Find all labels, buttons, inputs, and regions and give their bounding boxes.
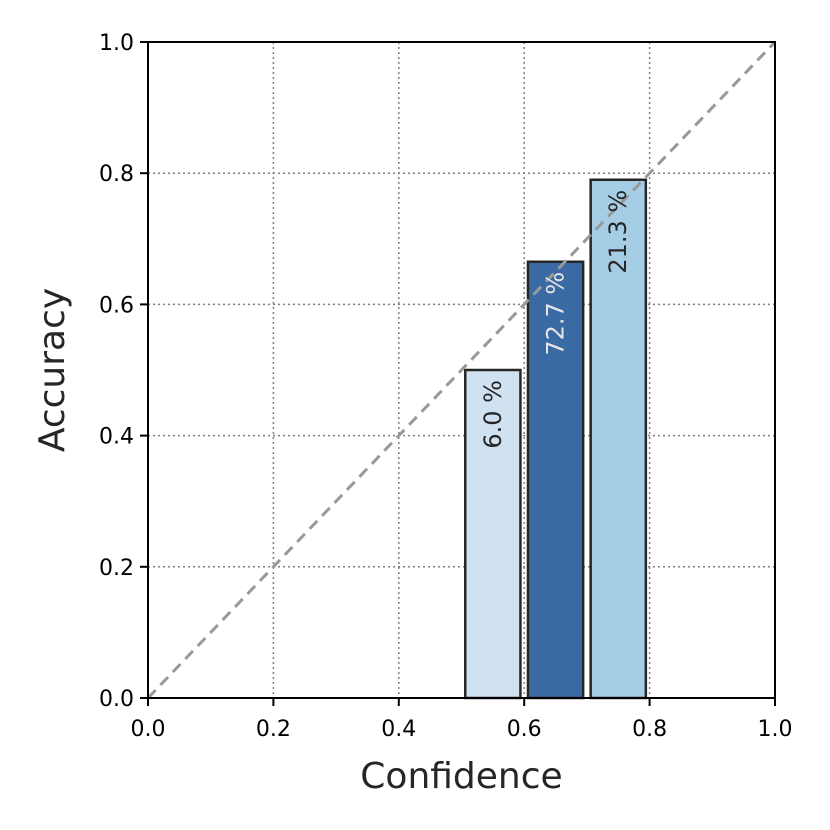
bar [589,178,648,700]
x-axis-ticks: 0.0 0.2 0.4 0.6 0.8 1.0 [131,698,793,742]
x-tick-label: 0.6 [507,717,542,742]
x-tick-label: 0.0 [131,717,166,742]
y-axis-ticks: 0.0 0.2 0.4 0.6 0.8 1.0 [99,31,148,712]
x-tick-label: 0.4 [381,717,416,742]
x-tick-label: 0.2 [256,717,291,742]
y-axis-title: Accuracy [32,288,73,452]
bar [464,368,522,700]
bar-value-label: 72.7 % [542,272,570,356]
plot-frame [147,41,776,699]
y-tick-label: 0.0 [99,687,134,712]
y-tick-label: 0.4 [99,425,134,450]
bar-labels: 6.0 % 72.7 % 21.3 % [479,190,632,449]
x-tick-label: 1.0 [758,717,793,742]
bar-value-label: 21.3 % [604,190,632,274]
y-tick-label: 0.6 [99,293,134,318]
bar-value-label: 6.0 % [479,380,507,449]
x-axis-title: Confidence [360,756,562,797]
perfect-calibration-line [146,40,777,700]
bars [464,178,648,700]
y-tick-label: 0.8 [99,162,134,187]
y-tick-label: 1.0 [99,31,134,56]
x-tick-label: 0.8 [632,717,667,742]
y-tick-label: 0.2 [99,556,134,581]
